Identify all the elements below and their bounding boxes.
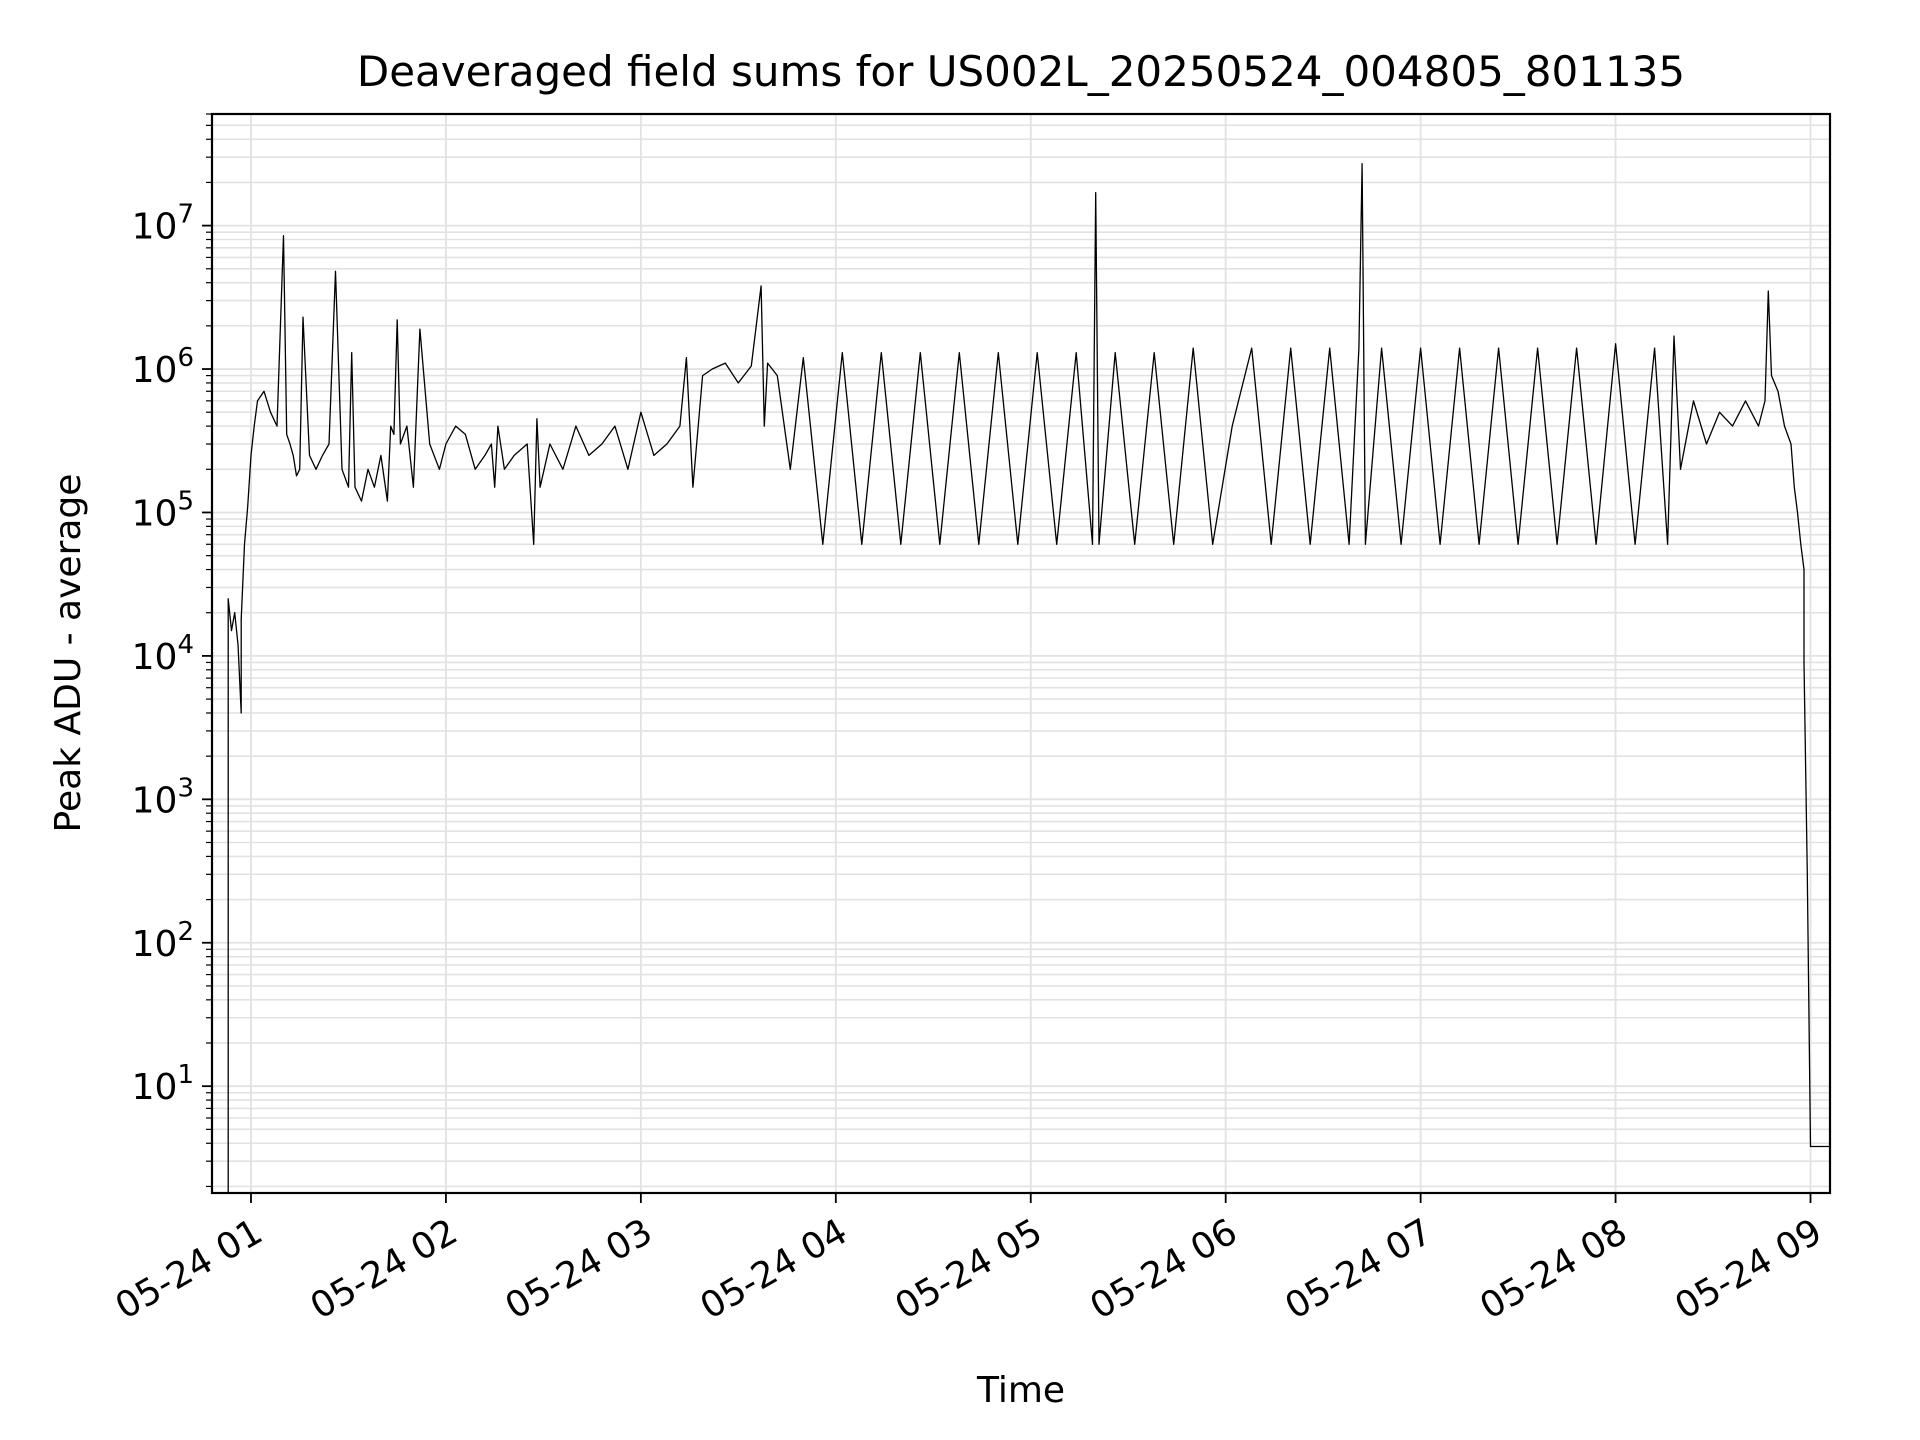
y-tick-label: 102 xyxy=(132,917,194,965)
y-axis-label: Peak ADU - average xyxy=(48,474,89,833)
y-tick-label: 106 xyxy=(132,343,194,391)
x-axis-label: Time xyxy=(976,1370,1065,1411)
series-line xyxy=(227,163,1830,1193)
y-tick-label: 105 xyxy=(132,486,194,534)
y-tick-label: 104 xyxy=(132,630,194,678)
plot-frame xyxy=(210,112,1832,1195)
chart-title: Deaveraged field sums for US002L_2025052… xyxy=(357,47,1685,96)
y-axis: 101 102 103 104 105 106 107 xyxy=(132,113,212,1188)
y-tick-label: 103 xyxy=(132,773,194,821)
y-tick-label: 107 xyxy=(132,200,194,248)
y-tick-label: 101 xyxy=(132,1060,194,1108)
